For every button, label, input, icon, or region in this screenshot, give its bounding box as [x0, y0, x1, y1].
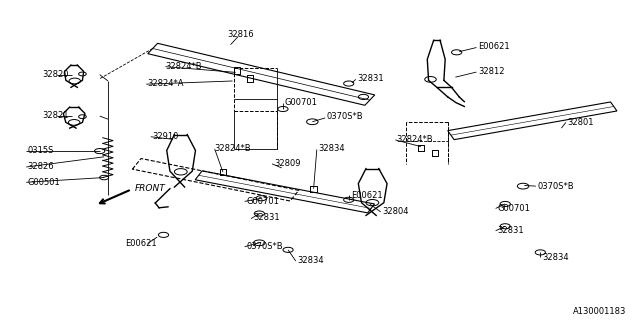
- Text: 32804: 32804: [383, 207, 409, 216]
- Text: FRONT: FRONT: [135, 184, 166, 193]
- Text: 32831: 32831: [253, 213, 280, 222]
- Text: 0315S: 0315S: [28, 146, 54, 155]
- Text: 32824*B: 32824*B: [214, 144, 252, 153]
- Text: 32831: 32831: [357, 74, 383, 83]
- Text: 32824*B: 32824*B: [397, 135, 433, 144]
- Text: 32809: 32809: [274, 159, 301, 168]
- Text: 0370S*B: 0370S*B: [246, 242, 283, 251]
- Text: 0370S*B: 0370S*B: [537, 182, 573, 191]
- Text: 0370S*B: 0370S*B: [326, 113, 363, 122]
- Text: 32834: 32834: [298, 256, 324, 265]
- Text: 32910: 32910: [153, 132, 179, 140]
- Text: 32834: 32834: [319, 144, 346, 153]
- Text: E00621: E00621: [125, 239, 157, 248]
- Text: 32812: 32812: [478, 67, 505, 76]
- Text: 32821: 32821: [42, 111, 68, 120]
- Text: 32816: 32816: [227, 30, 253, 39]
- Text: 32834: 32834: [542, 253, 569, 262]
- Text: G00701: G00701: [497, 204, 531, 213]
- Text: 32826: 32826: [28, 162, 54, 171]
- Text: G00701: G00701: [285, 98, 317, 107]
- Text: 32801: 32801: [568, 118, 595, 127]
- Text: E00621: E00621: [478, 42, 510, 52]
- Text: 32831: 32831: [497, 226, 524, 235]
- Text: G00501: G00501: [28, 178, 60, 187]
- Text: 32824*B: 32824*B: [166, 61, 202, 70]
- Text: G00701: G00701: [246, 197, 280, 206]
- Text: A130001183: A130001183: [573, 307, 627, 316]
- Text: 32820: 32820: [42, 70, 68, 79]
- Text: 32824*A: 32824*A: [148, 79, 184, 88]
- Text: E00621: E00621: [351, 190, 382, 200]
